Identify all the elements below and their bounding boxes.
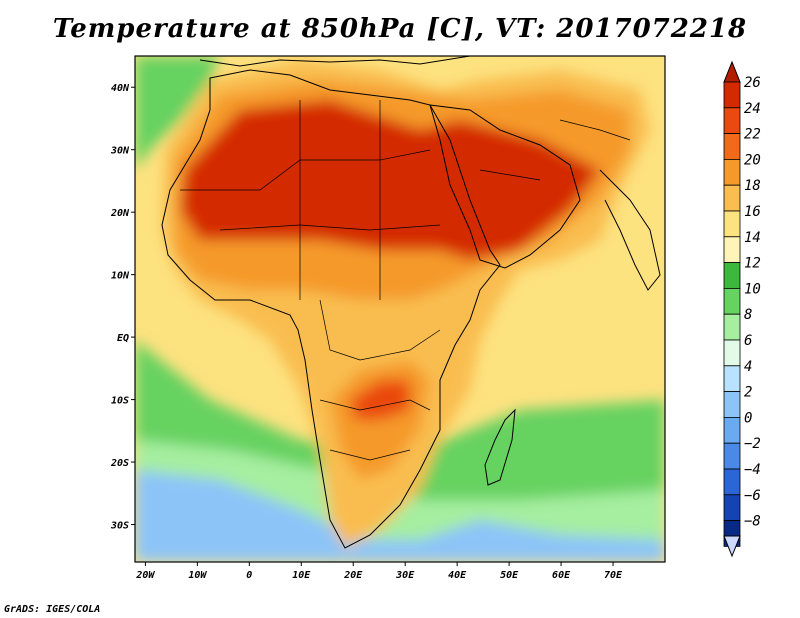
colorbar-swatch <box>723 365 741 392</box>
sahara-arabia-hot <box>180 100 600 260</box>
lat-tick-label: 40N <box>111 83 130 94</box>
lat-axis: 40N 30N 20N 10N EQ 10S 20S 30S <box>110 83 135 532</box>
colorbar-label: 12 <box>744 256 761 272</box>
colorbar-swatch <box>723 210 741 238</box>
madagascar-coastline <box>484 408 516 486</box>
colorbar-swatch <box>723 81 741 109</box>
colorbar-label: −4 <box>744 462 761 478</box>
ocean-cool-north <box>135 56 220 170</box>
colorbar-swatch <box>723 468 741 496</box>
lon-tick-label: 50E <box>500 570 519 581</box>
lon-tick-label: 0 <box>246 570 252 581</box>
lat-tick-label: 10N <box>111 271 130 282</box>
colorbar-label: 20 <box>744 152 761 168</box>
grads-credit: GrADS: IGES/COLA <box>4 604 101 615</box>
colorbar-swatch <box>723 442 741 470</box>
lat-tick-label: 10S <box>111 396 129 407</box>
colorbar-label: −2 <box>744 436 761 452</box>
temperature-field <box>135 56 665 562</box>
colorbar-label: −8 <box>744 514 761 530</box>
colorbar-label: 26 <box>744 75 761 91</box>
lon-tick-label: 70E <box>604 570 623 581</box>
lon-tick-label: 10W <box>188 570 207 581</box>
borders <box>180 100 631 461</box>
colorbar-label: 10 <box>744 281 761 297</box>
colorbar-label: 24 <box>744 101 761 117</box>
colorbar-label: 18 <box>744 178 761 194</box>
lat-tick-label: EQ <box>117 333 129 344</box>
lon-tick-label: 30E <box>395 570 415 581</box>
map-title: Temperature at 850hPa [C], VT: 201707221… <box>52 14 748 44</box>
africa-coastline <box>161 69 501 549</box>
colorbar-swatch <box>723 391 741 418</box>
colorbar-label: 2 <box>744 385 752 401</box>
lon-tick-label: 20W <box>135 570 155 581</box>
colorbar-label: 0 <box>744 410 752 426</box>
lat-tick-label: 20S <box>110 458 129 469</box>
colorbar-label: 6 <box>744 333 752 349</box>
lon-tick-label: 10E <box>292 570 311 581</box>
colorbar-swatch <box>723 287 741 315</box>
colorbar-label: 16 <box>744 204 761 220</box>
coastlines <box>161 56 661 549</box>
colorbar-swatch <box>723 494 741 521</box>
colorbar-label: 22 <box>744 127 761 143</box>
lon-axis: 20W 10W 0 10E 20E 30E 40E 50E 60E 70E <box>135 562 623 581</box>
colorbar-swatch <box>723 184 741 212</box>
lat-tick-label: 30N <box>110 146 130 157</box>
colorbar-label: 8 <box>744 307 752 323</box>
colorbar-top-arrow <box>723 60 741 83</box>
lat-tick-label: 20N <box>110 208 130 219</box>
lon-tick-label: 40E <box>448 570 467 581</box>
colorbar-bottom-arrow <box>723 535 741 558</box>
colorbar-label: −6 <box>744 488 761 504</box>
colorbar-swatch <box>723 236 741 264</box>
colorbar-swatch <box>723 133 741 160</box>
map-frame <box>134 55 666 563</box>
colorbar-swatch <box>723 107 741 135</box>
lon-tick-label: 60E <box>552 570 571 581</box>
colorbar-swatch <box>723 262 741 289</box>
colorbar-swatch <box>723 416 741 444</box>
colorbar-label: 14 <box>744 230 761 246</box>
colorbar-swatch <box>723 158 741 186</box>
india-coastline <box>599 169 661 291</box>
arabia-coastline <box>429 104 581 269</box>
colorbar-label: 4 <box>744 359 752 375</box>
colorbar-swatch <box>723 339 741 367</box>
lat-tick-label: 30S <box>110 521 129 532</box>
ocean-colder-band <box>135 470 665 562</box>
europe-coastline <box>199 56 471 67</box>
lon-tick-label: 20E <box>343 570 363 581</box>
map-field <box>135 56 665 562</box>
southern-africa-hot <box>350 380 410 420</box>
colorbar-swatch <box>723 313 741 341</box>
